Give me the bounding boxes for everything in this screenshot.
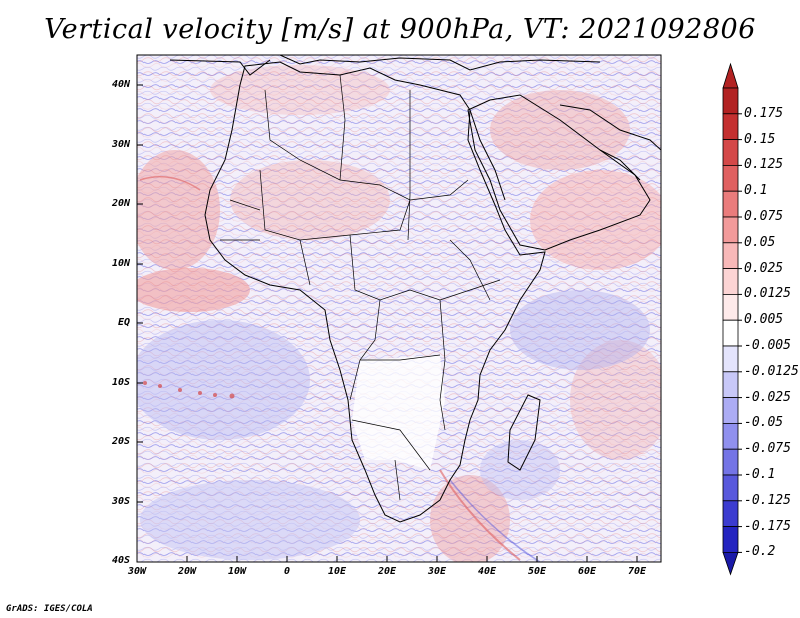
lon-label: 40E	[477, 566, 497, 577]
colorbar-label: 0.075	[744, 209, 784, 224]
colorbar-label: 0.005	[744, 312, 784, 328]
lat-label: 10N	[111, 258, 130, 269]
lat-label: 30S	[111, 496, 130, 507]
lon-label: 30W	[127, 566, 147, 577]
lon-label: 20E	[377, 566, 397, 577]
lat-label: 40N	[111, 79, 130, 90]
colorbar-label: -0.005	[744, 338, 791, 353]
colorbar-segment	[722, 268, 739, 295]
colorbar-label: 0.175	[744, 105, 784, 121]
colorbar-label: 0.025	[744, 260, 784, 276]
colorbar-segment	[722, 139, 739, 166]
colorbar-label: -0.125	[744, 492, 791, 508]
lon-label: 50E	[527, 566, 547, 577]
colorbar-segment	[722, 190, 739, 218]
credit-text: GrADS: IGES/COLA	[6, 604, 93, 614]
colorbar-label: 0.05	[744, 234, 776, 250]
colorbar-label: -0.1	[744, 467, 776, 482]
lon-label: 30E	[427, 566, 447, 577]
colorbar-top-arrow	[722, 62, 739, 89]
lat-label: 10S	[111, 377, 130, 388]
colorbar-label: -0.05	[744, 415, 784, 431]
colorbar-segment	[722, 113, 739, 141]
colorbar-segment	[722, 500, 739, 527]
lon-label: 70E	[627, 566, 647, 577]
lon-label: 10E	[327, 566, 347, 577]
colorbar-label: 0.125	[744, 157, 784, 173]
lat-label: 20N	[111, 198, 130, 209]
lat-label: 20S	[111, 436, 130, 447]
lat-label: 30N	[111, 139, 130, 150]
madagascar-coastline	[507, 394, 541, 471]
colorbar-segment	[722, 216, 739, 244]
coastline-layer	[169, 55, 661, 523]
colorbar-segment	[722, 345, 739, 373]
colorbar-label: -0.2	[744, 544, 776, 560]
colorbar-segment	[722, 526, 739, 553]
lon-label: 10W	[227, 566, 247, 577]
colorbar-segment	[722, 474, 739, 502]
colorbar-segment	[722, 242, 739, 270]
lon-label: 0	[283, 566, 291, 577]
colorbar-segment	[722, 448, 739, 476]
colorbar-label: -0.025	[744, 389, 791, 405]
colorbar-segment	[722, 397, 739, 424]
lat-label: 40S	[111, 555, 130, 566]
colorbar-label: -0.075	[744, 441, 791, 457]
colorbar-segment	[722, 293, 739, 321]
colorbar-label: 0.1	[744, 183, 768, 199]
plot-frame	[136, 54, 662, 563]
colorbar-segment	[722, 319, 739, 347]
colorbar-label: -0.0125	[744, 363, 799, 379]
lat-label: EQ	[117, 317, 130, 328]
axis-ticks	[137, 84, 638, 562]
map-title: Vertical velocity [m/s] at 900hPa, VT: 2…	[44, 14, 756, 45]
colorbar-label: -0.175	[744, 518, 791, 534]
colorbar-segment	[722, 87, 739, 115]
colorbar-label: 0.0125	[744, 286, 791, 302]
lon-label: 20W	[177, 566, 197, 577]
velocity-field	[137, 55, 661, 562]
colorbar-segment	[722, 164, 739, 192]
lon-label: 60E	[577, 566, 597, 577]
colorbar-label: 0.15	[744, 131, 776, 147]
colorbar-segment	[722, 371, 739, 398]
colorbar-segment	[722, 422, 739, 450]
colorbar-bottom-arrow	[722, 552, 739, 576]
colorbar	[722, 62, 742, 576]
africa-coastline	[204, 61, 546, 523]
arabia-coastline	[467, 94, 651, 251]
country-borders	[220, 74, 501, 501]
